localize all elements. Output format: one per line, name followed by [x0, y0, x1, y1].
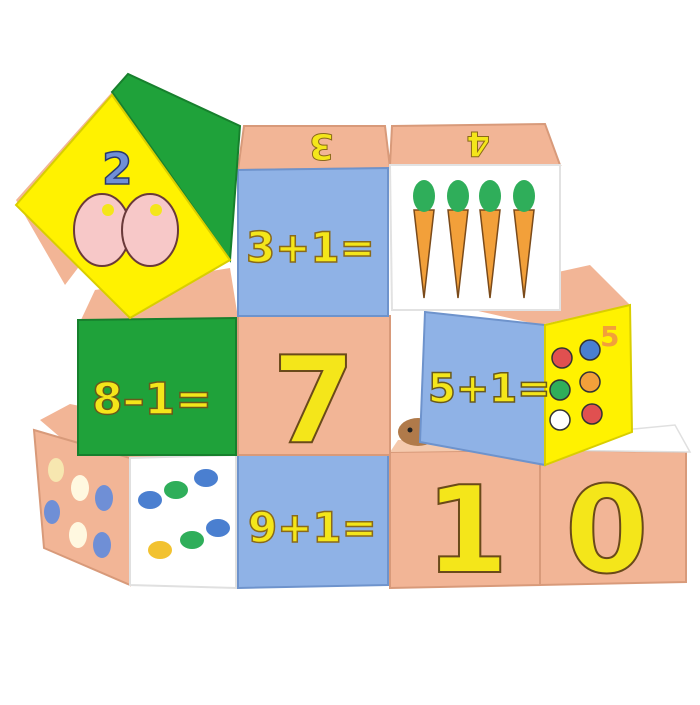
equation-8-minus-1: 8–1=	[92, 374, 212, 425]
block-top-middle: 3 3+1=	[236, 125, 392, 317]
digit-2: 2	[102, 144, 133, 195]
top-digit-4: 4	[466, 123, 490, 163]
block-mid-center: 7	[237, 315, 391, 472]
balls-icon	[549, 339, 603, 431]
digit-0: 0	[565, 462, 649, 601]
block-top-right: 4	[388, 123, 562, 311]
block-bottom-right-a: 1	[389, 438, 541, 602]
block-tilted-top: 2	[14, 72, 242, 320]
carrots-icon	[413, 180, 535, 299]
top-digit-3: 3	[309, 125, 334, 166]
equation-3-plus-1: 3+1=	[246, 223, 375, 272]
equation-9-plus-1: 9+1=	[248, 503, 377, 552]
digit-7: 7	[272, 332, 356, 471]
dots-icon	[44, 458, 113, 558]
side-digit-5: 5	[600, 320, 619, 353]
equation-5-plus-1: 5+1=	[428, 366, 551, 412]
shoes-icon	[73, 193, 179, 267]
block-bottom-center: 9+1=	[237, 454, 389, 590]
fish-icon	[138, 469, 230, 559]
digit-1: 1	[425, 462, 509, 601]
